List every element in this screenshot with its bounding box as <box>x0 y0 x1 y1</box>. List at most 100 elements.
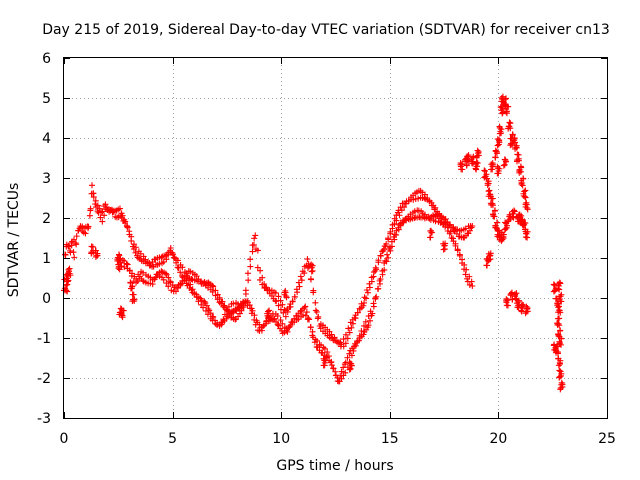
data-point <box>361 294 368 301</box>
data-point <box>271 315 278 322</box>
data-point <box>264 312 271 319</box>
data-point <box>67 272 74 279</box>
data-point <box>349 320 356 327</box>
data-point <box>354 309 361 316</box>
data-point <box>373 293 380 300</box>
data-point <box>282 313 289 320</box>
data-point <box>385 236 392 243</box>
data-point <box>555 285 562 292</box>
data-point <box>325 353 332 360</box>
data-point <box>494 219 501 226</box>
data-point <box>328 331 335 338</box>
data-point <box>210 283 217 290</box>
y-tick-label: 3 <box>42 171 51 187</box>
data-point <box>99 208 106 215</box>
data-point <box>299 311 306 318</box>
data-point <box>485 178 492 185</box>
data-point <box>393 231 400 238</box>
data-point <box>377 252 384 259</box>
data-point <box>247 263 254 270</box>
data-point <box>472 161 479 168</box>
data-point <box>492 154 499 161</box>
data-point <box>242 287 249 294</box>
data-point <box>389 225 396 232</box>
data-point <box>503 106 510 113</box>
data-point <box>114 256 121 263</box>
data-point <box>556 296 563 303</box>
data-point <box>556 322 563 329</box>
data-point <box>321 359 328 366</box>
data-point <box>495 167 502 174</box>
data-point <box>247 256 254 263</box>
data-point <box>523 199 530 206</box>
data-point <box>486 191 493 198</box>
data-point <box>291 294 298 301</box>
data-point <box>272 289 279 296</box>
data-point <box>522 187 529 194</box>
data-point <box>464 153 471 160</box>
data-point <box>207 310 214 317</box>
data-point <box>303 309 310 316</box>
x-tick-label: 15 <box>381 431 399 447</box>
data-point <box>279 320 286 327</box>
data-point <box>328 358 335 365</box>
data-point <box>240 303 247 310</box>
data-point <box>426 234 433 241</box>
data-point <box>518 181 525 188</box>
data-point <box>94 252 101 259</box>
data-point <box>388 243 395 250</box>
data-point <box>352 315 359 322</box>
data-point <box>348 352 355 359</box>
data-point <box>556 340 563 347</box>
data-point <box>301 304 308 311</box>
data-point <box>513 144 520 151</box>
data-point <box>452 242 459 249</box>
data-point <box>289 298 296 305</box>
data-point <box>442 219 449 226</box>
data-point <box>219 298 226 305</box>
data-point <box>558 379 565 386</box>
data-point <box>522 310 529 317</box>
data-point <box>123 260 130 267</box>
data-point <box>348 362 355 369</box>
data-point <box>338 368 345 375</box>
data-point <box>367 317 374 324</box>
data-point <box>187 281 194 288</box>
data-point <box>98 209 105 216</box>
data-point <box>457 161 464 168</box>
data-point <box>115 265 122 272</box>
data-point <box>517 163 524 170</box>
data-point <box>201 298 208 305</box>
data-point <box>489 161 496 168</box>
data-point <box>188 286 195 293</box>
data-point <box>512 291 519 298</box>
data-point <box>230 309 237 316</box>
data-point <box>462 271 469 278</box>
data-point <box>174 257 181 264</box>
plot-frame <box>63 57 608 419</box>
data-point <box>245 277 252 284</box>
x-tick-label: 0 <box>60 431 69 447</box>
data-point <box>90 194 97 201</box>
y-tick-label: 6 <box>42 51 51 67</box>
data-point <box>342 331 349 338</box>
data-point <box>496 137 503 144</box>
y-tick-label: 1 <box>42 251 51 267</box>
data-point <box>124 223 131 230</box>
data-point <box>524 234 531 241</box>
data-point <box>211 317 218 324</box>
data-point <box>284 328 291 335</box>
data-point <box>132 244 139 251</box>
data-point <box>259 274 266 281</box>
data-point <box>498 229 505 236</box>
data-point <box>499 236 506 243</box>
data-point <box>488 195 495 202</box>
data-point <box>506 123 513 130</box>
data-point <box>396 212 403 219</box>
data-point <box>165 283 172 290</box>
data-point <box>551 341 558 348</box>
data-point <box>212 287 219 294</box>
data-point <box>296 283 303 290</box>
data-point <box>118 306 125 313</box>
